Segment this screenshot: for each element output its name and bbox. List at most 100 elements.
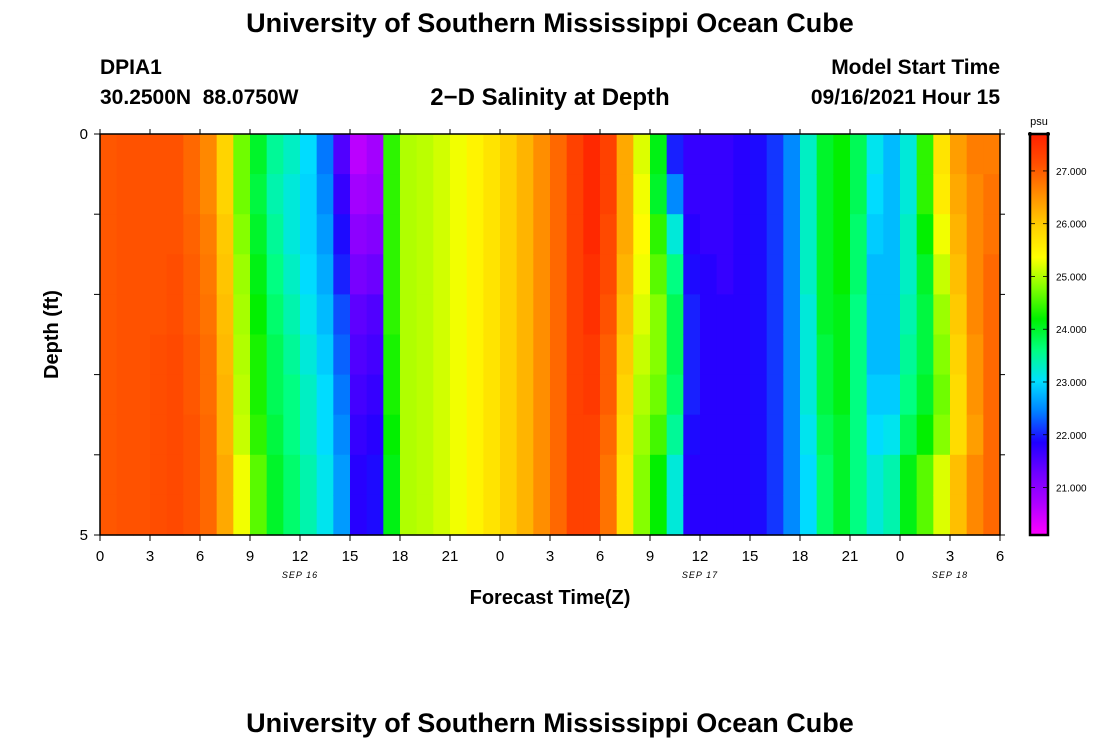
heatmap-cell <box>600 214 618 255</box>
heatmap-cell <box>850 374 868 416</box>
heatmap-cell <box>733 494 751 536</box>
heatmap-cell <box>133 294 151 336</box>
heatmap-cell <box>366 174 384 215</box>
y-axis-label: Depth (ft) <box>41 290 63 379</box>
heatmap-cell <box>350 134 368 175</box>
heatmap-cell <box>533 294 551 336</box>
heatmap-cell <box>266 294 284 336</box>
chart-title: 2−D Salinity at Depth <box>430 84 670 111</box>
heatmap-cell <box>933 174 951 215</box>
heatmap-cell <box>516 374 534 416</box>
heatmap-cell <box>250 454 268 496</box>
heatmap-cell <box>833 134 851 175</box>
heatmap-cell <box>433 494 451 536</box>
heatmap-cell <box>750 414 768 456</box>
heatmap-cell <box>900 134 918 175</box>
heatmap-cell <box>483 294 501 336</box>
heatmap-cell <box>366 294 384 336</box>
heatmap-cell <box>566 214 584 255</box>
heatmap-cell <box>216 134 234 175</box>
heatmap-cell <box>516 454 534 496</box>
heatmap-cell <box>466 134 484 175</box>
heatmap-cell <box>983 494 1001 536</box>
heatmap-cell <box>816 134 834 175</box>
heatmap-cell <box>633 494 651 536</box>
heatmap-cell <box>650 374 668 416</box>
heatmap-cell <box>250 174 268 215</box>
x-tick-label: 0 <box>896 548 904 565</box>
heatmap-cell <box>816 254 834 295</box>
heatmap-cell <box>916 254 934 295</box>
heatmap-cell <box>383 454 401 496</box>
heatmap-cell <box>383 334 401 376</box>
heatmap-cell <box>133 254 151 295</box>
heatmap-cell <box>450 254 468 295</box>
heatmap-cell <box>566 494 584 536</box>
y-axis: 05 <box>80 126 1005 544</box>
main-title: University of Southern Mississippi Ocean… <box>246 8 854 38</box>
heatmap-cell <box>700 174 718 215</box>
heatmap-cell <box>700 374 718 416</box>
heatmap-cell <box>366 214 384 255</box>
heatmap-cell <box>600 334 618 376</box>
heatmap-cell <box>316 174 334 215</box>
heatmap-cell <box>200 334 218 376</box>
heatmap-cell <box>283 174 301 215</box>
colorbar-tick-label: 23.000 <box>1056 378 1087 389</box>
x-tick-label: 15 <box>742 548 759 565</box>
heatmap-cell <box>583 454 601 496</box>
heatmap-cell <box>583 134 601 175</box>
heatmap-cell <box>800 454 818 496</box>
colorbar-unit: psu <box>1030 116 1048 128</box>
heatmap-cell <box>783 134 801 175</box>
heatmap-cell <box>116 494 134 536</box>
heatmap-cell <box>683 134 701 175</box>
heatmap-cell <box>616 214 634 255</box>
heatmap-cell <box>200 414 218 456</box>
heatmap-cell <box>183 254 201 295</box>
heatmap-cell <box>516 414 534 456</box>
heatmap-cell <box>800 494 818 536</box>
x-axis: 0 3 6 9 12 15 18 21 0 3 6 9 12 15 18 21 0 3 6 SEP 16 SEP 17 S… <box>96 129 1004 580</box>
heatmap-cell <box>350 454 368 496</box>
heatmap-cell <box>916 214 934 255</box>
x-tick-label: 12 <box>692 548 709 565</box>
heatmap-cell <box>533 334 551 376</box>
heatmap-cell <box>400 214 418 255</box>
heatmap-cell <box>150 374 168 416</box>
heatmap-cell <box>316 374 334 416</box>
heatmap-cell <box>233 214 251 255</box>
heatmap-cell <box>700 334 718 376</box>
x-date-label: SEP 16 <box>282 570 318 580</box>
heatmap-cell <box>216 174 234 215</box>
heatmap-cell <box>266 414 284 456</box>
heatmap-cell <box>316 454 334 496</box>
heatmap-cell <box>633 254 651 295</box>
heatmap-cell <box>833 254 851 295</box>
colorbar-tick-label: 21.000 <box>1056 484 1087 495</box>
heatmap-cell <box>716 254 734 295</box>
heatmap-cell <box>100 454 118 496</box>
heatmap-cell <box>900 214 918 255</box>
heatmap-cell <box>233 254 251 295</box>
heatmap-cell <box>750 294 768 336</box>
heatmap-cell <box>250 294 268 336</box>
heatmap-cell <box>800 134 818 175</box>
heatmap-cell <box>916 334 934 376</box>
heatmap-cell <box>483 174 501 215</box>
heatmap-cell <box>150 214 168 255</box>
heatmap-cell <box>216 254 234 295</box>
heatmap-cell <box>816 294 834 336</box>
heatmap-cell <box>433 174 451 215</box>
heatmap-cell <box>583 414 601 456</box>
heatmap-cell <box>983 334 1001 376</box>
heatmap-cell <box>350 174 368 215</box>
heatmap-cell <box>700 414 718 456</box>
heatmap-cell <box>866 254 884 295</box>
heatmap-cell <box>183 214 201 255</box>
heatmap-cell <box>916 294 934 336</box>
heatmap-cell <box>366 254 384 295</box>
heatmap-cell <box>983 374 1001 416</box>
heatmap-cell <box>150 134 168 175</box>
heatmap-cell <box>333 134 351 175</box>
